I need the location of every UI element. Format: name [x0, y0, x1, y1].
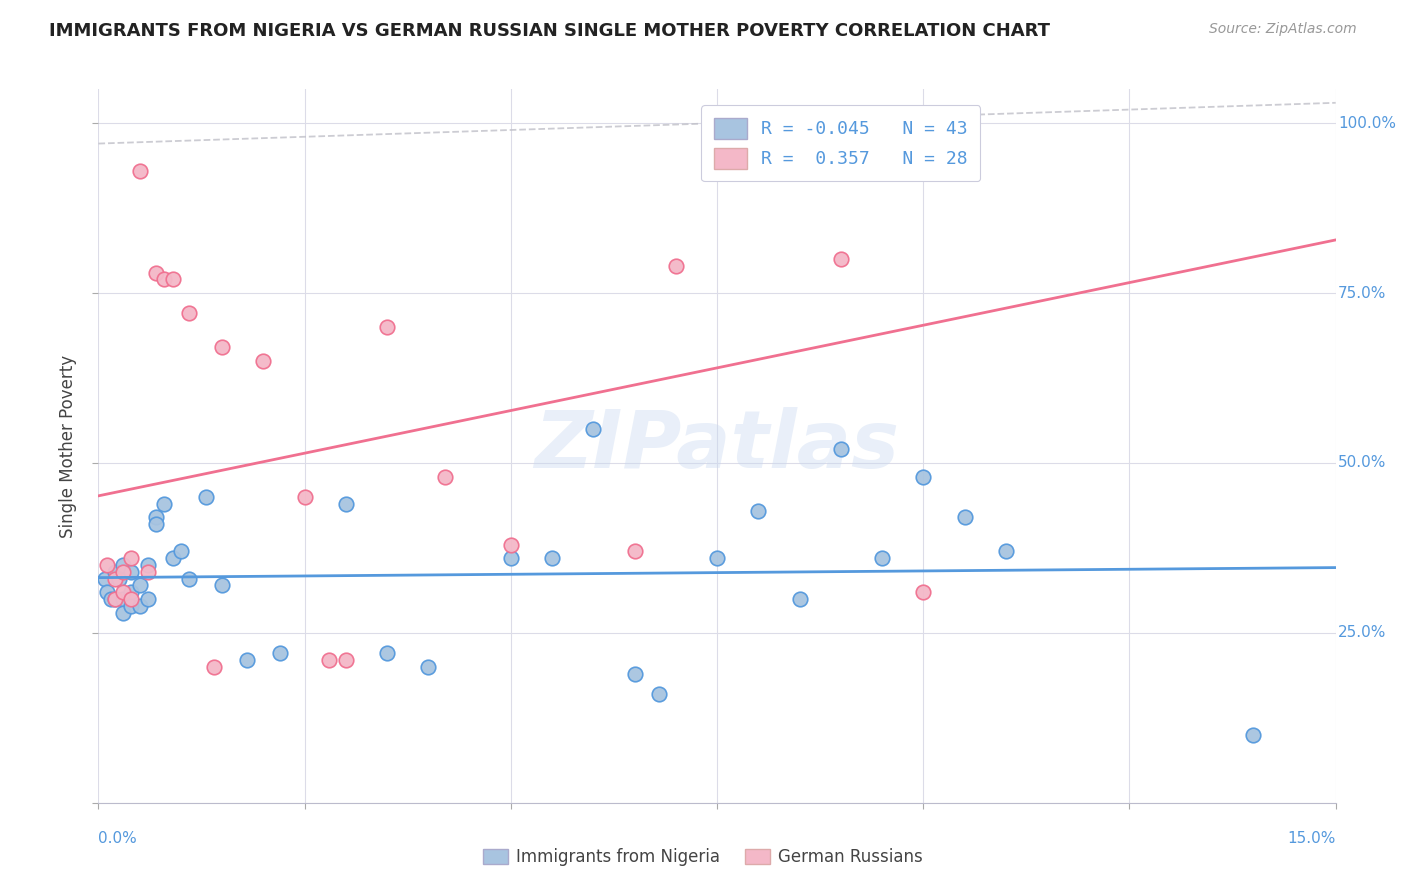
Point	[747, 123, 769, 137]
Point	[953, 163, 976, 178]
Point	[294, 490, 316, 504]
Point	[994, 544, 1017, 558]
Point	[104, 572, 127, 586]
Text: ZIPatlas: ZIPatlas	[534, 407, 900, 485]
Point	[269, 646, 291, 660]
Point	[433, 469, 456, 483]
Point	[953, 510, 976, 524]
Point	[665, 259, 688, 273]
Point	[96, 585, 118, 599]
Point	[120, 565, 142, 579]
Point	[375, 320, 398, 334]
Point	[128, 578, 150, 592]
Point	[104, 565, 127, 579]
Text: 25.0%: 25.0%	[1339, 625, 1386, 640]
Text: Source: ZipAtlas.com: Source: ZipAtlas.com	[1209, 22, 1357, 37]
Point	[108, 572, 131, 586]
Point	[136, 565, 159, 579]
Point	[870, 551, 893, 566]
Point	[120, 585, 142, 599]
Text: 0.0%: 0.0%	[98, 831, 138, 847]
Point	[94, 572, 117, 586]
Point	[145, 266, 167, 280]
Point	[1241, 728, 1264, 742]
Point	[136, 558, 159, 572]
Point	[499, 537, 522, 551]
Point	[202, 660, 225, 674]
Y-axis label: Single Mother Poverty: Single Mother Poverty	[59, 354, 77, 538]
Point	[145, 510, 167, 524]
Point	[318, 653, 340, 667]
Text: IMMIGRANTS FROM NIGERIA VS GERMAN RUSSIAN SINGLE MOTHER POVERTY CORRELATION CHAR: IMMIGRANTS FROM NIGERIA VS GERMAN RUSSIA…	[49, 22, 1050, 40]
Text: 50.0%: 50.0%	[1339, 456, 1386, 470]
Text: 75.0%: 75.0%	[1339, 285, 1386, 301]
Point	[499, 551, 522, 566]
Point	[153, 272, 176, 286]
Point	[112, 565, 135, 579]
Point	[418, 660, 440, 674]
Point	[252, 354, 274, 368]
Point	[112, 585, 135, 599]
Point	[789, 591, 811, 606]
Point	[541, 551, 564, 566]
Point	[162, 551, 184, 566]
Point	[582, 422, 605, 436]
Point	[623, 544, 645, 558]
Point	[145, 517, 167, 532]
Point	[194, 490, 217, 504]
Point	[128, 599, 150, 613]
Point	[747, 503, 769, 517]
Text: 15.0%: 15.0%	[1288, 831, 1336, 847]
Point	[236, 653, 259, 667]
Point	[706, 551, 728, 566]
Point	[120, 599, 142, 613]
Point	[128, 163, 150, 178]
Point	[170, 544, 193, 558]
Point	[912, 469, 935, 483]
Point	[375, 646, 398, 660]
Point	[830, 442, 852, 457]
Point	[179, 306, 201, 320]
Point	[112, 558, 135, 572]
Point	[112, 606, 135, 620]
Text: 100.0%: 100.0%	[1339, 116, 1396, 131]
Point	[211, 578, 233, 592]
Point	[136, 591, 159, 606]
Point	[623, 666, 645, 681]
Legend: R = -0.045   N = 43, R =  0.357   N = 28: R = -0.045 N = 43, R = 0.357 N = 28	[702, 105, 980, 181]
Point	[179, 572, 201, 586]
Point	[104, 591, 127, 606]
Point	[648, 687, 671, 701]
Point	[120, 591, 142, 606]
Point	[912, 585, 935, 599]
Point	[830, 252, 852, 266]
Point	[335, 497, 357, 511]
Point	[104, 591, 127, 606]
Point	[162, 272, 184, 286]
Point	[211, 341, 233, 355]
Legend: Immigrants from Nigeria, German Russians: Immigrants from Nigeria, German Russians	[474, 840, 932, 875]
Point	[335, 653, 357, 667]
Point	[112, 591, 135, 606]
Point	[120, 551, 142, 566]
Point	[100, 591, 122, 606]
Point	[153, 497, 176, 511]
Point	[96, 558, 118, 572]
